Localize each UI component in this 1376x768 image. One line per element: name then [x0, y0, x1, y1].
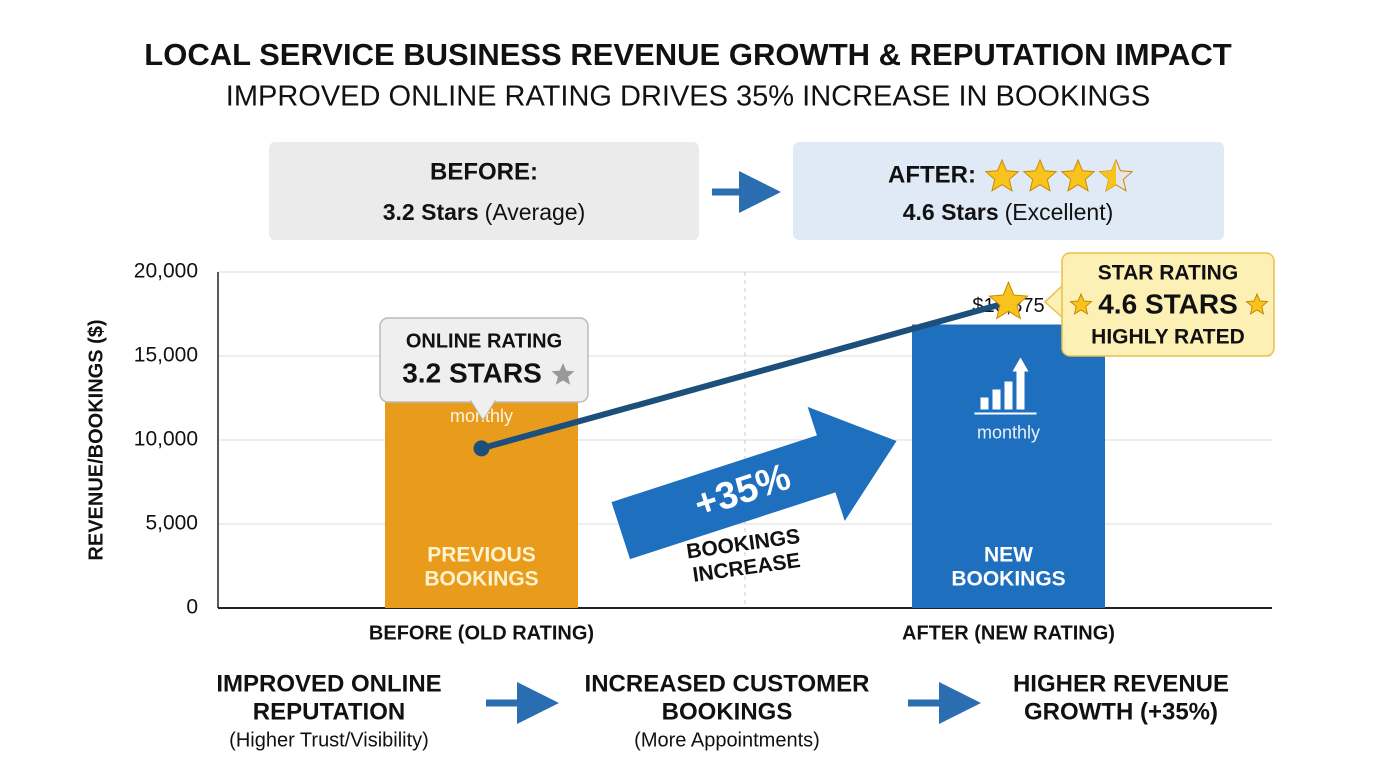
callout-title: ONLINE RATING	[406, 330, 562, 352]
star-icon	[551, 363, 575, 385]
flow-title: IMPROVED ONLINE	[216, 670, 441, 697]
trend-line	[480, 299, 1010, 452]
before-rating: 3.2 Stars (Average)	[383, 199, 585, 225]
star-icon	[1069, 292, 1093, 315]
after-label: AFTER:	[888, 161, 976, 188]
bar-name: NEW	[984, 544, 1033, 567]
title: LOCAL SERVICE BUSINESS REVENUE GROWTH & …	[144, 37, 1231, 72]
star-icon	[1245, 292, 1269, 315]
callout-value: 3.2 STARS	[402, 357, 542, 388]
star-icon	[1022, 158, 1058, 192]
subtitle: IMPROVED ONLINE RATING DRIVES 35% INCREA…	[226, 81, 1150, 113]
after-note: (Excellent)	[1005, 199, 1114, 225]
bar-name: PREVIOUS	[427, 544, 536, 567]
y-tick-label: 5,000	[145, 512, 198, 535]
star-icon	[1060, 158, 1096, 192]
bar-sub-label: monthly	[977, 422, 1040, 442]
bar-name: BOOKINGS	[951, 568, 1065, 591]
chart-icon	[1012, 357, 1029, 372]
after-rating: 4.6 Stars (Excellent)	[903, 199, 1114, 225]
chart-icon	[1004, 381, 1013, 410]
after-stars: 4.6 Stars	[903, 199, 999, 225]
chart-icon	[1016, 371, 1025, 410]
flow-title: REPUTATION	[253, 698, 405, 725]
callout-patch	[472, 399, 494, 402]
callout-title: STAR RATING	[1098, 262, 1238, 285]
bar-name: BOOKINGS	[424, 568, 538, 591]
flow-title: GROWTH (+35%)	[1024, 698, 1218, 725]
star-icons	[984, 158, 1134, 192]
x-tick-label: AFTER (NEW RATING)	[902, 622, 1115, 644]
before-box	[269, 142, 699, 240]
x-tick-label: BEFORE (OLD RATING)	[369, 622, 594, 644]
before-stars: 3.2 Stars	[383, 199, 479, 225]
arrow-shape	[611, 406, 897, 560]
bar	[912, 324, 1105, 608]
callout	[1061, 252, 1275, 357]
chart-icon	[980, 397, 989, 410]
flow-title: HIGHER REVENUE	[1013, 670, 1229, 697]
trend-point	[473, 440, 490, 457]
y-tick-label: 0	[186, 596, 198, 619]
callout-note: HIGHLY RATED	[1091, 326, 1245, 349]
after-box	[793, 142, 1224, 240]
chart: REVENUE/BOOKINGS ($) 0 5,000 10,000 15,000 20…	[85, 252, 1275, 644]
y-tick-label: 20,000	[134, 260, 198, 283]
callout-value: 4.6 STARS	[1098, 288, 1238, 319]
y-tick-label: 10,000	[134, 428, 198, 451]
y-tick-label: 15,000	[134, 344, 198, 367]
before-label: BEFORE:	[430, 158, 538, 185]
chart-icon	[992, 389, 1001, 410]
flow-title: BOOKINGS	[662, 698, 793, 725]
flow-title: INCREASED CUSTOMER	[585, 670, 870, 697]
before-note: (Average)	[485, 199, 586, 225]
callout-pointer	[1043, 283, 1064, 320]
flow-note: (More Appointments)	[634, 729, 820, 751]
star-icon	[984, 158, 1020, 192]
trend-point	[988, 280, 1029, 320]
flow-note: (Higher Trust/Visibility)	[229, 729, 429, 751]
y-axis-label: REVENUE/BOOKINGS ($)	[85, 319, 107, 560]
